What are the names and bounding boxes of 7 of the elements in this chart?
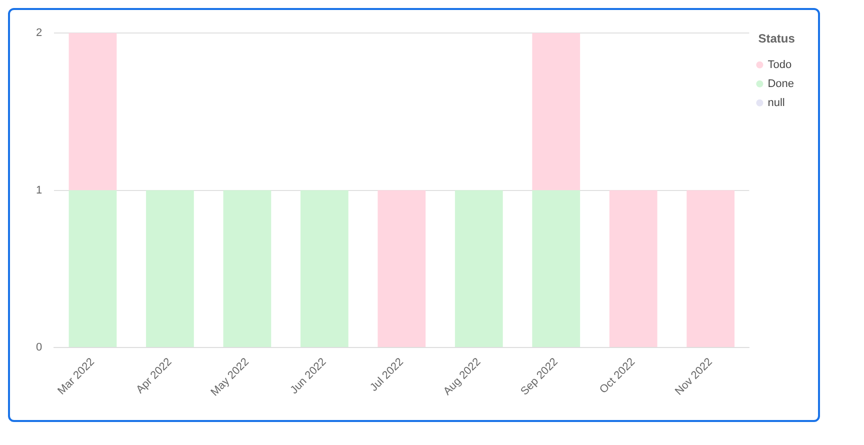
legend-title: Status [758, 31, 796, 46]
y-tick-label: 2 [36, 27, 42, 40]
legend-label: null [768, 96, 785, 109]
y-tick-label: 0 [36, 342, 42, 354]
legend-label: Todo [768, 58, 792, 71]
y-tick-label: 1 [36, 184, 42, 196]
legend-label: Done [768, 78, 794, 90]
